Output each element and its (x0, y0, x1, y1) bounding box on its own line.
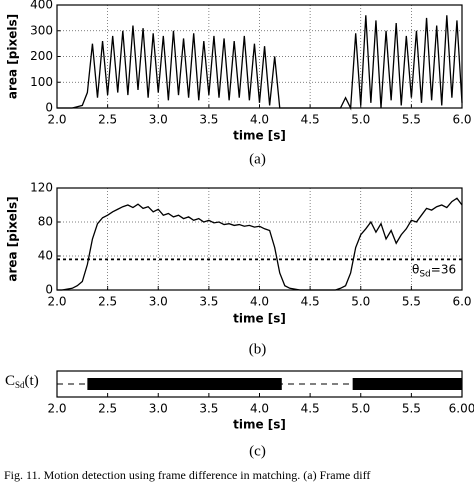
y-axis-label-tail: (t) (25, 373, 39, 389)
threshold-label: θSd=36 (412, 262, 456, 279)
x-tick-label: 2.5 (98, 113, 117, 127)
threshold-label-sub: Sd (419, 269, 430, 279)
x-tick-label: 3.0 (149, 295, 168, 309)
y-tick-label: 200 (30, 49, 53, 63)
y-axis-label-sub: Sd (15, 380, 25, 390)
panel-label: (b) (249, 341, 267, 357)
x-tick-label: 3.0 (149, 113, 168, 127)
y-tick-label: 300 (30, 23, 53, 37)
caption: Fig. 11. Motion detection using frame di… (4, 468, 370, 482)
y-axis-label: area [pixels] (6, 196, 20, 281)
x-tick-label: 5.0 (351, 295, 370, 309)
x-tick-label: 4.0 (250, 113, 269, 127)
x-tick-label: 4.5 (301, 295, 320, 309)
y-tick-label: 120 (30, 181, 53, 195)
x-tick-label: 4.5 (301, 113, 320, 127)
plot-frame (56, 187, 463, 291)
y-tick-label: 40 (38, 249, 53, 263)
x-tick-label: 5.5 (402, 113, 421, 127)
x-tick-label: 2.0 (47, 113, 66, 127)
x-tick-label: 3.0 (149, 402, 168, 416)
x-tick-label: 6.0 (452, 295, 471, 309)
active-segment (87, 378, 282, 390)
plot-frame (56, 370, 463, 398)
x-tick-label: 4.0 (250, 295, 269, 309)
x-axis-label: time [s] (233, 418, 286, 432)
y-axis-label: CSd(t) (5, 373, 39, 390)
data-line (57, 197, 463, 291)
x-tick-label: 4.0 (250, 402, 269, 416)
x-tick-label: 5.0 (351, 113, 370, 127)
y-tick-label: 0 (45, 283, 53, 297)
x-tick-label: 5.5 (402, 402, 421, 416)
x-axis-label: time [s] (233, 312, 286, 326)
y-tick-label: 80 (38, 215, 53, 229)
x-tick-label: 3.5 (199, 402, 218, 416)
plot-frame (56, 4, 463, 109)
x-tick-label: 2.5 (98, 402, 117, 416)
panel-label: (c) (249, 443, 266, 459)
y-tick-label: 0 (45, 101, 53, 115)
y-axis-label: area [pixels] (6, 14, 20, 99)
y-tick-label: 400 (30, 0, 53, 12)
x-tick-label: 3.5 (199, 295, 218, 309)
x-tick-label: 5.5 (402, 295, 421, 309)
x-tick-label: 2.0 (47, 402, 66, 416)
y-axis-label-main: C (5, 373, 15, 389)
x-tick-label: 3.5 (199, 113, 218, 127)
panel-label: (a) (249, 151, 266, 167)
threshold-label-main: θ (412, 262, 419, 276)
x-tick-label: 6.00 (449, 402, 474, 416)
threshold-label-tail: =36 (431, 262, 456, 276)
x-tick-label: 5.0 (351, 402, 370, 416)
data-line (57, 15, 463, 111)
y-tick-label: 100 (30, 75, 53, 89)
x-tick-label: 4.5 (301, 402, 320, 416)
x-tick-label: 2.5 (98, 295, 117, 309)
x-tick-label: 2.0 (47, 295, 66, 309)
active-segment (352, 378, 462, 390)
x-axis-label: time [s] (233, 129, 286, 143)
x-tick-label: 6.0 (452, 113, 471, 127)
